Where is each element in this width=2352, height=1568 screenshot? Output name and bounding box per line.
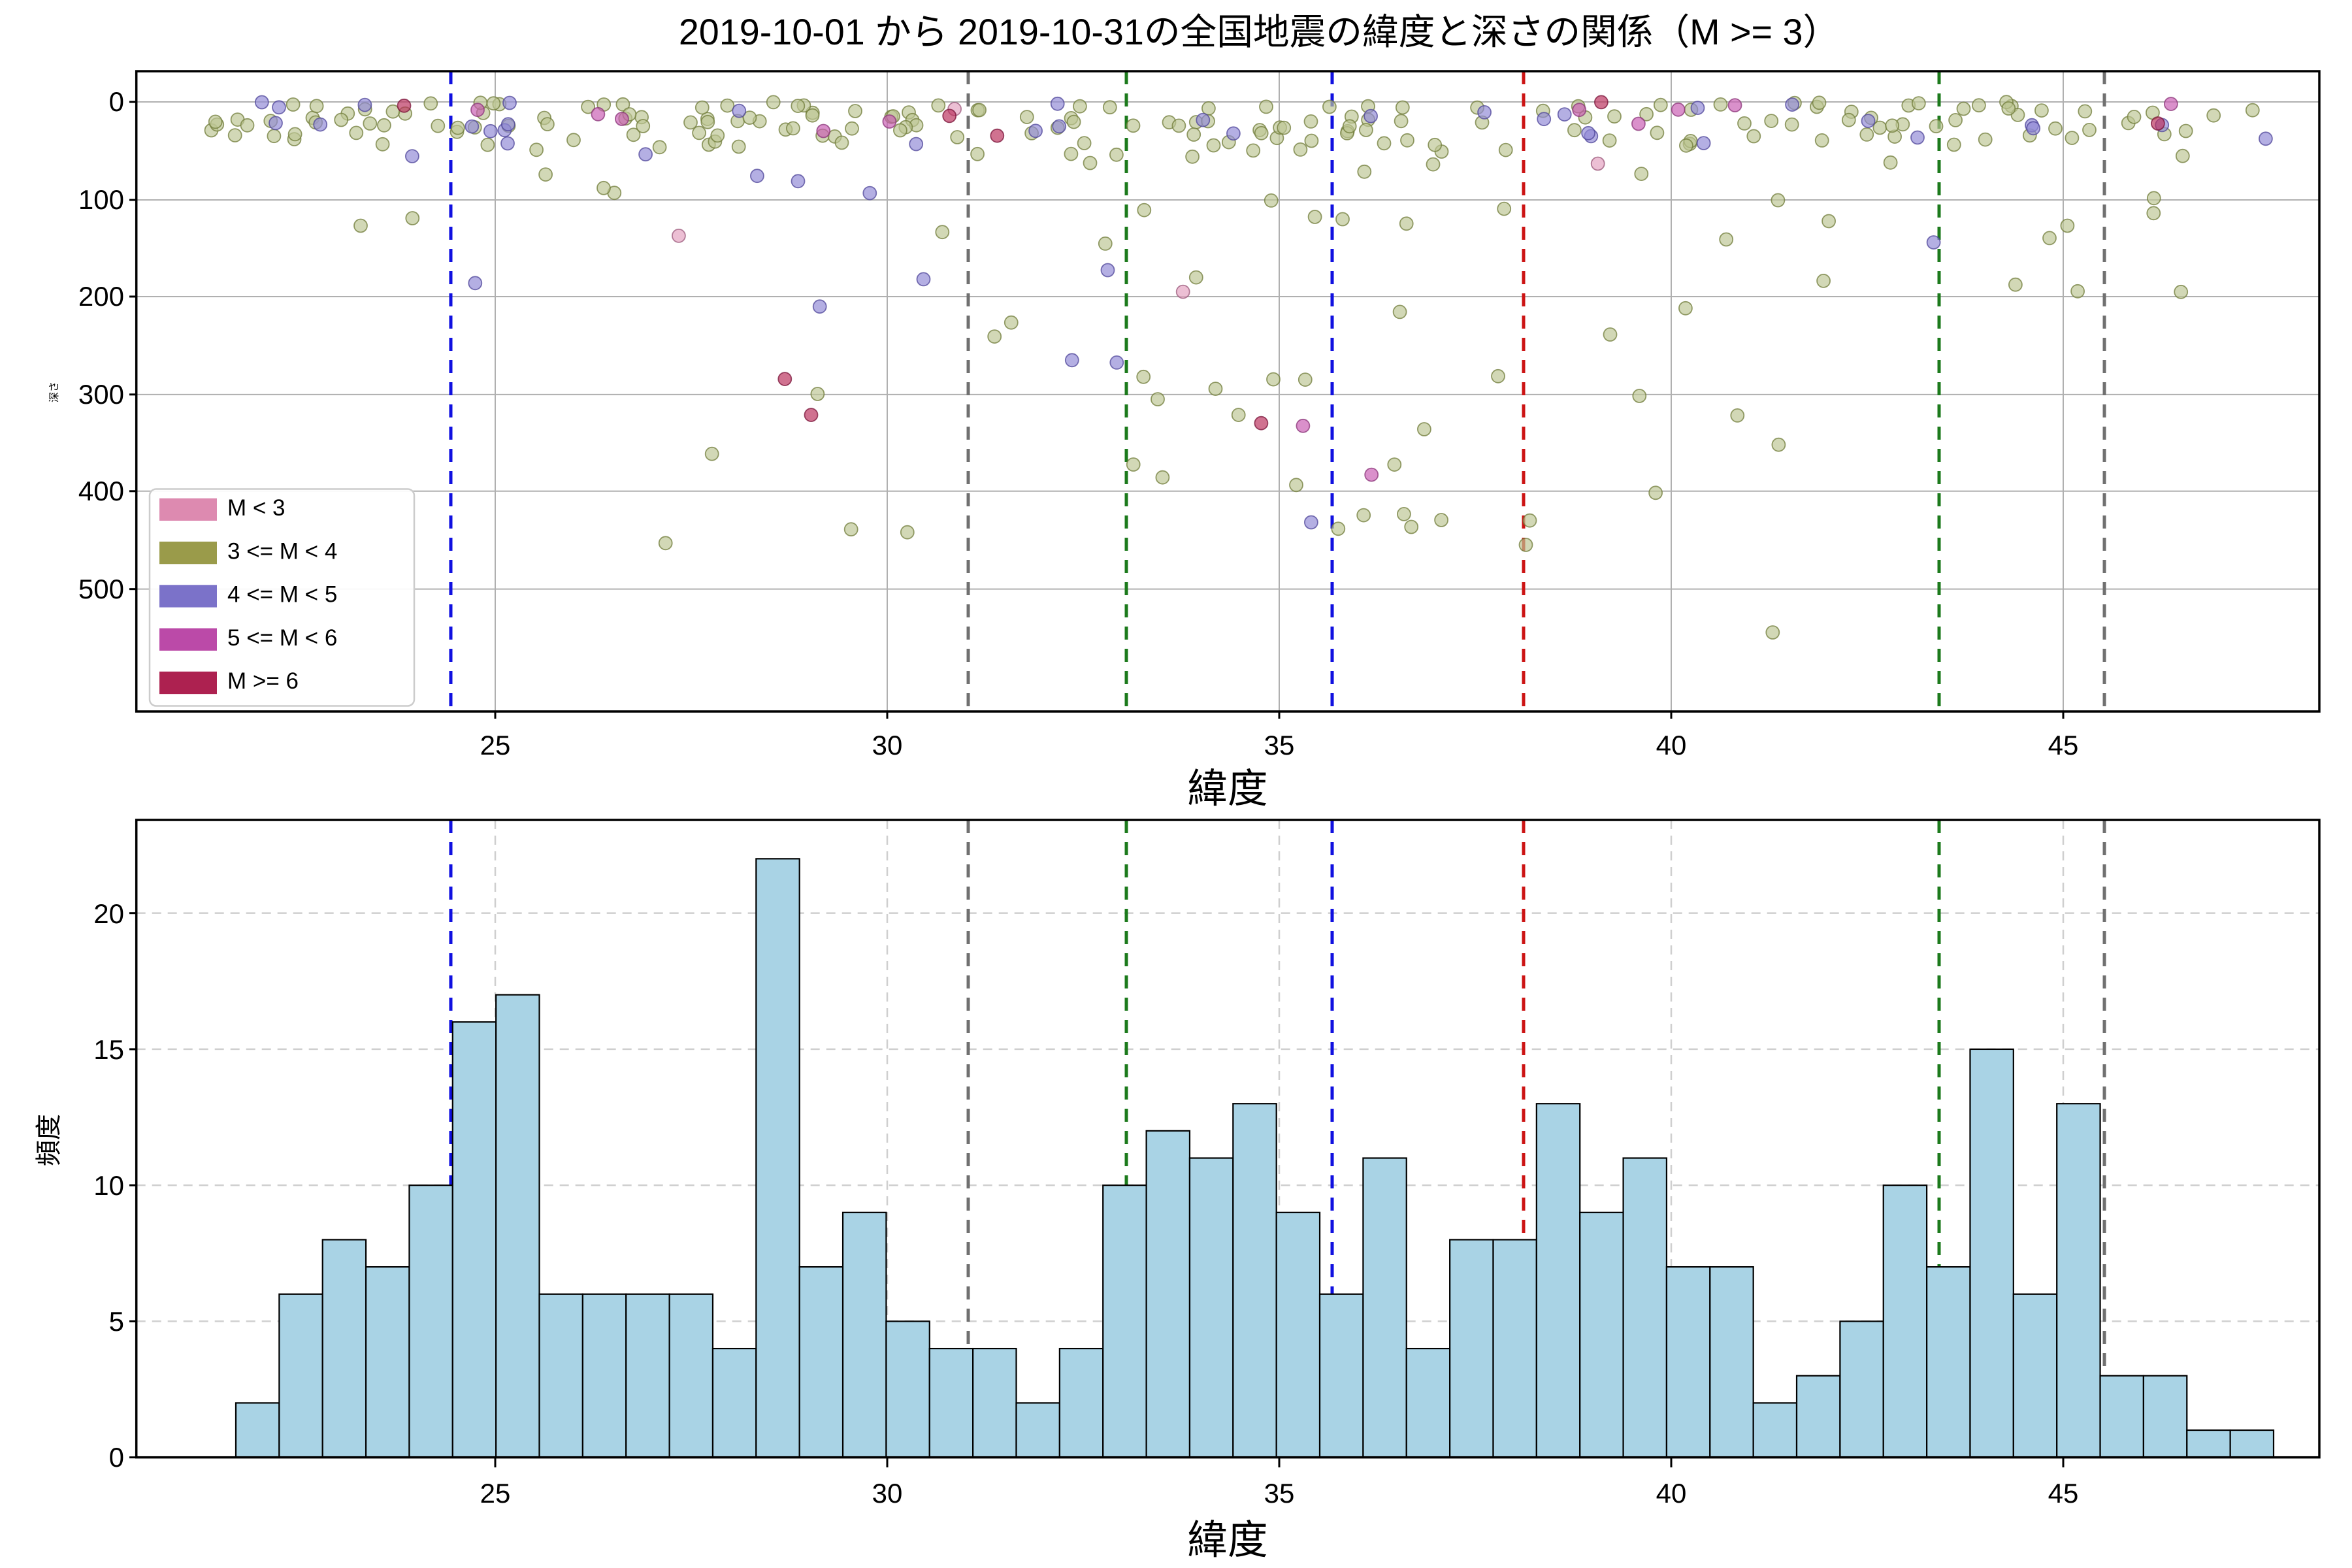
svg-text:20: 20 — [93, 898, 124, 929]
svg-text:3 <= M < 4: 3 <= M < 4 — [227, 538, 337, 564]
svg-text:10: 10 — [93, 1170, 124, 1201]
svg-text:35: 35 — [1264, 1478, 1295, 1509]
svg-text:100: 100 — [78, 184, 124, 215]
svg-text:深さ: 深さ — [48, 382, 60, 402]
svg-text:25: 25 — [480, 730, 511, 760]
svg-text:2019-10-01 から 2019-10-31の全国地震の: 2019-10-01 から 2019-10-31の全国地震の緯度と深さの関係（M… — [679, 12, 1839, 52]
svg-text:500: 500 — [78, 574, 124, 604]
svg-text:200: 200 — [78, 281, 124, 312]
svg-text:頻度: 頻度 — [35, 1114, 63, 1166]
svg-text:30: 30 — [872, 1478, 903, 1509]
svg-text:25: 25 — [480, 1478, 511, 1509]
svg-text:45: 45 — [2048, 1478, 2079, 1509]
svg-text:15: 15 — [93, 1034, 124, 1065]
svg-text:5 <= M < 6: 5 <= M < 6 — [227, 625, 337, 651]
svg-text:35: 35 — [1264, 730, 1295, 760]
svg-text:4 <= M < 5: 4 <= M < 5 — [227, 582, 337, 608]
svg-text:300: 300 — [78, 379, 124, 410]
svg-text:0: 0 — [109, 86, 124, 117]
svg-text:400: 400 — [78, 476, 124, 506]
svg-text:40: 40 — [1656, 1478, 1687, 1509]
svg-text:M >= 6: M >= 6 — [227, 668, 299, 694]
svg-text:緯度: 緯度 — [1187, 766, 1267, 811]
svg-text:30: 30 — [872, 730, 903, 760]
svg-text:5: 5 — [109, 1306, 124, 1337]
svg-text:40: 40 — [1656, 730, 1687, 760]
svg-text:45: 45 — [2048, 730, 2079, 760]
svg-text:0: 0 — [109, 1442, 124, 1473]
svg-text:M < 3: M < 3 — [227, 495, 286, 521]
svg-text:緯度: 緯度 — [1187, 1518, 1267, 1563]
